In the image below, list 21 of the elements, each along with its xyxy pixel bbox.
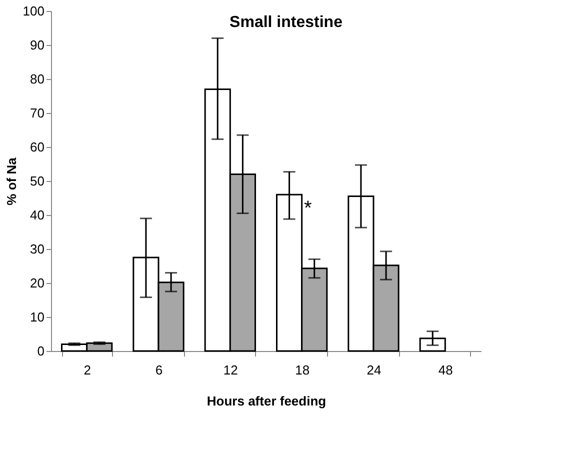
chart-title: Small intestine — [230, 14, 343, 31]
y-tick-label: 20 — [30, 276, 44, 290]
x-tick-label: 2 — [84, 362, 91, 378]
x-tick-label: 48 — [438, 362, 453, 378]
y-tick-label: 80 — [30, 72, 44, 86]
y-tick-label: 90 — [30, 38, 44, 52]
y-tick-label: 100 — [22, 4, 44, 18]
y-tick-label: 0 — [37, 344, 44, 358]
x-tick-label: 24 — [366, 362, 382, 378]
y-tick-label: 50 — [30, 174, 44, 188]
y-axis-title: % of Na — [4, 156, 19, 206]
y-tick-label: 40 — [30, 208, 44, 222]
x-tick-label: 6 — [155, 362, 163, 378]
x-tick-label: 12 — [223, 362, 238, 378]
x-tick-label: 18 — [295, 362, 310, 378]
x-axis-title: Hours after feeding — [206, 394, 326, 408]
y-tick-label: 30 — [30, 242, 44, 256]
y-tick-label: 10 — [30, 310, 44, 324]
y-tick-label: 60 — [30, 140, 44, 154]
y-tick-label: 70 — [30, 106, 44, 120]
annotation: * — [304, 198, 312, 220]
